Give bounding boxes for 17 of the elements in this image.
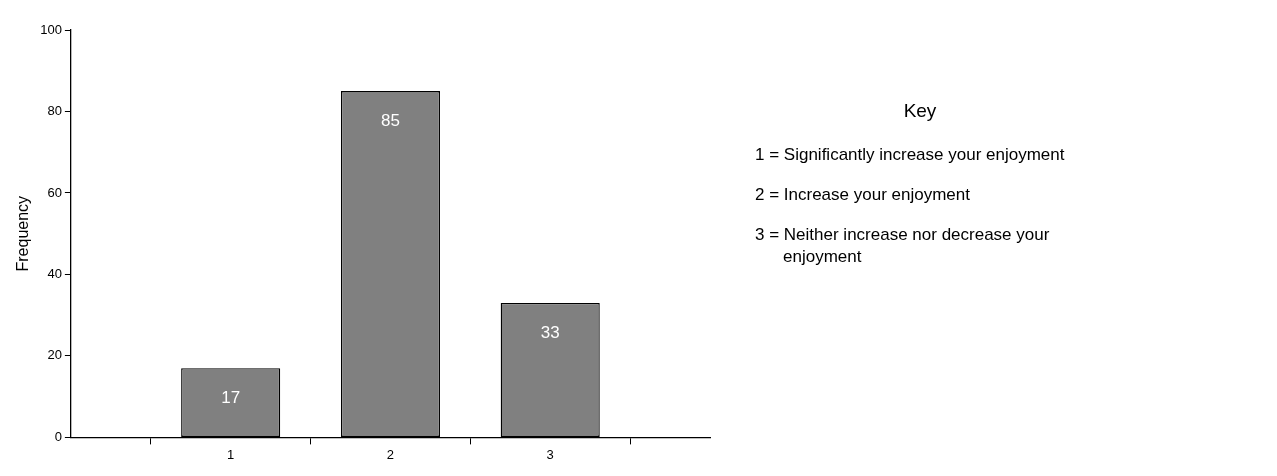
y-tick-label: 0	[54, 428, 62, 444]
y-tick-label: 100	[40, 21, 62, 37]
text: 3 = Neither increase nor decrease your enjoyment	[755, 224, 1051, 268]
y-tick-label: 80	[47, 103, 62, 119]
x-tick-label: 1	[227, 446, 235, 462]
y-tick-label: 60	[47, 184, 62, 200]
y-axis-title: Frequency	[14, 195, 32, 272]
y-tick-label: 20	[47, 347, 62, 363]
data-label: 33	[540, 323, 560, 343]
data-label: 85	[380, 111, 400, 131]
x-tick-label: 2	[386, 446, 395, 462]
text: Key	[902, 100, 938, 122]
y-tick-label: 40	[47, 266, 62, 282]
text: 1 = Significantly increase your enjoyment	[755, 144, 1066, 166]
data-label: 17	[221, 388, 241, 408]
x-tick-label: 3	[546, 446, 554, 462]
text: 2 = Increase your enjoyment	[755, 184, 971, 206]
